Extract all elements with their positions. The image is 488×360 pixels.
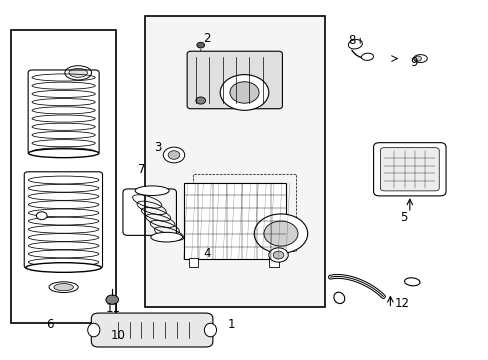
Ellipse shape bbox=[87, 323, 100, 337]
Circle shape bbox=[220, 75, 268, 111]
Ellipse shape bbox=[404, 278, 419, 286]
Bar bbox=[11, 30, 116, 323]
Bar bbox=[193, 174, 295, 251]
Ellipse shape bbox=[69, 68, 87, 77]
Ellipse shape bbox=[361, 53, 373, 60]
Circle shape bbox=[106, 295, 118, 304]
Circle shape bbox=[197, 42, 204, 48]
Ellipse shape bbox=[414, 56, 421, 61]
Text: 8: 8 bbox=[347, 34, 354, 47]
Ellipse shape bbox=[26, 263, 101, 273]
Ellipse shape bbox=[151, 232, 182, 242]
Ellipse shape bbox=[135, 186, 169, 195]
Text: 11: 11 bbox=[106, 302, 121, 315]
Text: 6: 6 bbox=[46, 318, 54, 331]
Text: 12: 12 bbox=[394, 297, 409, 310]
FancyBboxPatch shape bbox=[91, 313, 212, 347]
Text: 3: 3 bbox=[154, 141, 162, 154]
Ellipse shape bbox=[28, 149, 99, 158]
Ellipse shape bbox=[65, 66, 91, 80]
FancyBboxPatch shape bbox=[373, 143, 445, 196]
Text: 5: 5 bbox=[399, 211, 407, 224]
FancyBboxPatch shape bbox=[380, 148, 438, 191]
Bar bbox=[268, 258, 278, 267]
Circle shape bbox=[268, 248, 287, 262]
Text: 4: 4 bbox=[203, 247, 210, 260]
Circle shape bbox=[163, 147, 184, 163]
Circle shape bbox=[254, 214, 307, 253]
Ellipse shape bbox=[347, 40, 362, 49]
Ellipse shape bbox=[54, 284, 73, 291]
Bar bbox=[183, 183, 285, 260]
Circle shape bbox=[273, 251, 284, 259]
Text: 7: 7 bbox=[137, 163, 145, 176]
Bar bbox=[188, 258, 198, 267]
Ellipse shape bbox=[333, 292, 344, 303]
Text: 9: 9 bbox=[409, 55, 416, 69]
Text: 10: 10 bbox=[111, 329, 125, 342]
Ellipse shape bbox=[413, 55, 427, 63]
Text: 1: 1 bbox=[227, 318, 235, 331]
Ellipse shape bbox=[49, 282, 78, 293]
Bar bbox=[145, 16, 324, 307]
Circle shape bbox=[168, 151, 180, 159]
FancyBboxPatch shape bbox=[187, 51, 282, 109]
Circle shape bbox=[229, 82, 259, 103]
Text: 2: 2 bbox=[203, 32, 210, 45]
Circle shape bbox=[196, 97, 205, 104]
Circle shape bbox=[264, 221, 297, 246]
Ellipse shape bbox=[36, 212, 47, 220]
FancyArrowPatch shape bbox=[351, 50, 364, 58]
Ellipse shape bbox=[204, 323, 216, 337]
